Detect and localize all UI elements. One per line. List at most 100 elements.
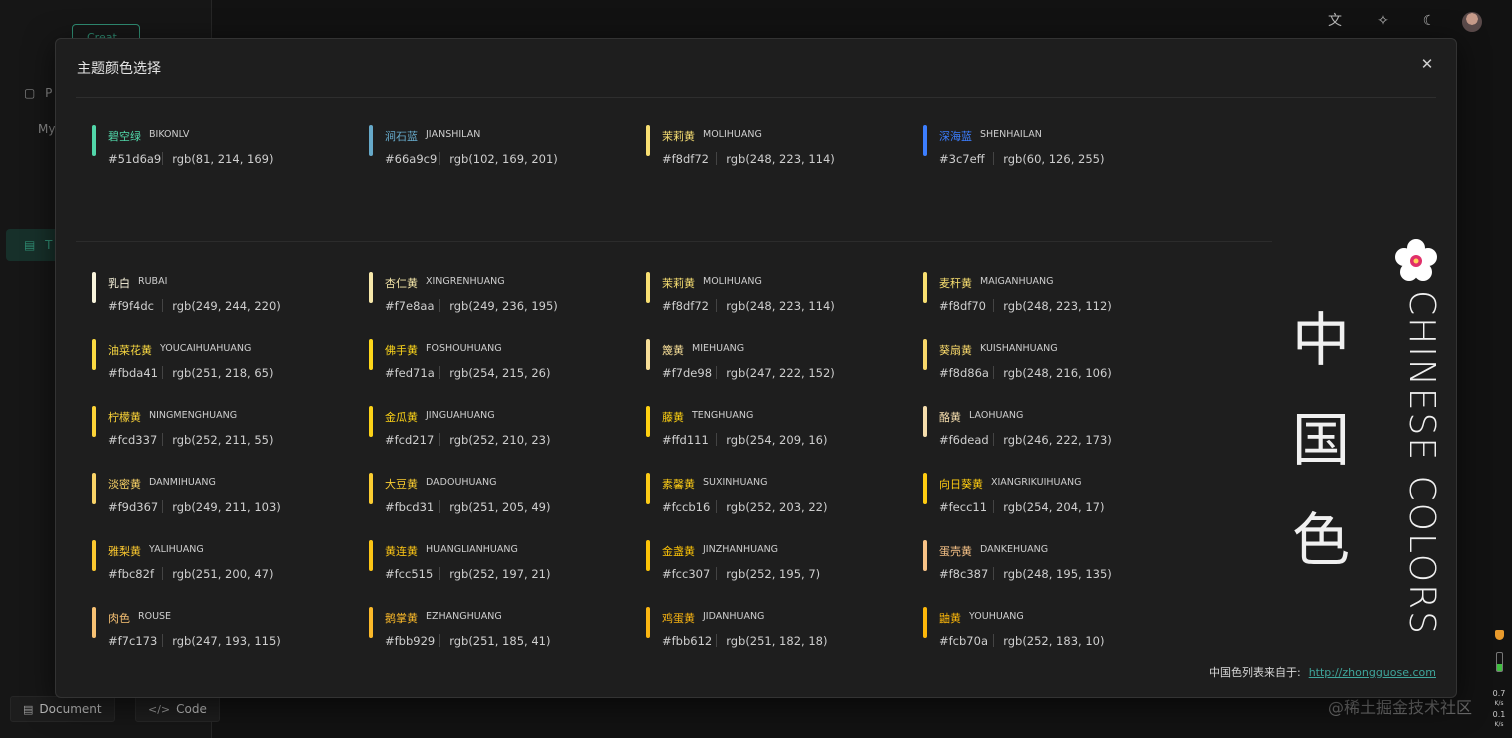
download-speed: 0.1 K/s: [1488, 710, 1510, 728]
color-card[interactable]: 乳白 RUBAI #f9f4dc rgb(249, 244, 220): [92, 272, 354, 332]
color-hex: #fcd217: [385, 433, 435, 447]
color-rgb: rgb(247, 222, 152): [726, 366, 835, 380]
color-hex: #fcd337: [108, 433, 158, 447]
download-speed-value: 0.1: [1492, 710, 1506, 719]
value-separator: [439, 152, 441, 165]
sidebar-item-t[interactable]: ▤ T: [24, 238, 53, 252]
color-swatch-bar: [923, 406, 927, 437]
color-hex: #fcc307: [662, 567, 711, 581]
color-card[interactable]: 向日葵黄 XIANGRIKUIHUANG #fecc11 rgb(254, 204, …: [923, 473, 1185, 533]
color-card[interactable]: 深海蓝 SHENHAILAN #3c7eff rgb(60, 126, 255): [923, 125, 1185, 185]
color-name-pinyin: KUISHANHUANG: [980, 343, 1058, 354]
translate-icon[interactable]: 文: [1328, 13, 1342, 29]
value-separator: [716, 500, 718, 513]
value-separator: [439, 634, 441, 647]
document-button[interactable]: ▤ Document: [10, 696, 115, 722]
color-hex: #fed71a: [385, 366, 435, 380]
side-title-en: CHINESE COLORS: [1401, 290, 1438, 636]
color-rgb: rgb(254, 204, 17): [1003, 500, 1105, 514]
color-card[interactable]: 肉色 ROUSE #f7c173 rgb(247, 193, 115): [92, 607, 354, 664]
color-hex: #f7e8aa: [385, 299, 435, 313]
color-card[interactable]: 鹅掌黄 EZHANGHUANG #fbb929 rgb(251, 185, 41): [369, 607, 631, 664]
color-hex: #fcc515: [385, 567, 434, 581]
color-card[interactable]: 黄连黄 HUANGLIANHUANG #fcc515 rgb(252, 197, 21…: [369, 540, 631, 600]
value-separator: [993, 500, 995, 513]
color-hex: #66a9c9: [385, 152, 438, 166]
color-swatch-bar: [923, 272, 927, 303]
color-hex: #f8d86a: [939, 366, 989, 380]
side-title-char: 国: [1291, 406, 1350, 474]
code-button-label: Code: [176, 702, 207, 716]
value-separator: [716, 433, 718, 446]
color-hex: #fecc11: [939, 500, 988, 514]
color-card[interactable]: 蛋壳黄 DANKEHUANG #f8c387 rgb(248, 195, 135): [923, 540, 1185, 600]
value-separator: [162, 299, 164, 312]
color-list[interactable]: 碧空绿 BIKONLV #51d6a9 rgb(81, 214, 169) 涧石蓝 JIA…: [76, 98, 1438, 664]
color-name-cn: 油菜花黄: [108, 344, 152, 357]
color-card[interactable]: 淡密黄 DANMIHUANG #f9d367 rgb(249, 211, 103): [92, 473, 354, 533]
code-icon: </>: [148, 703, 171, 716]
color-name-pinyin: DANMIHUANG: [149, 477, 216, 488]
color-card[interactable]: 素馨黄 SUXINHUANG #fccb16 rgb(252, 203, 22): [646, 473, 908, 533]
color-rgb: rgb(251, 185, 41): [449, 634, 551, 648]
color-card[interactable]: 篾黄 MIEHUANG #f7de98 rgb(247, 222, 152): [646, 339, 908, 399]
color-hex: #fbcd31: [385, 500, 435, 514]
color-card[interactable]: 佛手黄 FOSHOUHUANG #fed71a rgb(254, 215, 26): [369, 339, 631, 399]
color-card[interactable]: 藤黄 TENGHUANG #ffd111 rgb(254, 209, 16): [646, 406, 908, 466]
color-card[interactable]: 大豆黄 DADOUHUANG #fbcd31 rgb(251, 205, 49): [369, 473, 631, 533]
color-card[interactable]: 雅梨黄 YALIHUANG #fbc82f rgb(251, 200, 47): [92, 540, 354, 600]
close-icon[interactable]: ✕: [1420, 55, 1434, 73]
color-name-cn: 涧石蓝: [385, 130, 418, 143]
color-card[interactable]: 鸡蛋黄 JIDANHUANG #fbb612 rgb(251, 182, 18): [646, 607, 908, 664]
color-name-pinyin: MIEHUANG: [692, 343, 745, 354]
color-card[interactable]: 酪黄 LAOHUANG #f6dead rgb(246, 222, 173): [923, 406, 1185, 466]
color-rgb: rgb(247, 193, 115): [172, 634, 281, 648]
value-separator: [716, 366, 718, 379]
color-rgb: rgb(252, 195, 7): [726, 567, 821, 581]
color-hex: #ffd111: [662, 433, 709, 447]
code-button[interactable]: </> Code: [135, 696, 220, 722]
value-separator: [439, 366, 441, 379]
value-separator: [162, 500, 164, 513]
color-card[interactable]: 麦秆黄 MAIGANHUANG #f8df70 rgb(248, 223, 112): [923, 272, 1185, 332]
color-name-pinyin: MAIGANHUANG: [980, 276, 1054, 287]
sidebar-item-my[interactable]: My: [38, 122, 55, 136]
color-rgb: rgb(254, 209, 16): [726, 433, 828, 447]
color-rgb: rgb(249, 211, 103): [172, 500, 281, 514]
color-rgb: rgb(251, 218, 65): [172, 366, 274, 380]
color-swatch-bar: [923, 473, 927, 504]
sidebar-item-p[interactable]: ▢ P: [24, 86, 53, 100]
color-hex: #fccb16: [662, 500, 711, 514]
color-hex: #f8df72: [662, 299, 709, 313]
color-rgb: rgb(252, 197, 21): [449, 567, 551, 581]
magic-wand-icon[interactable]: ✧: [1377, 13, 1389, 29]
color-name-pinyin: XIANGRIKUIHUANG: [991, 477, 1082, 488]
color-card[interactable]: 涧石蓝 JIANSHILAN #66a9c9 rgb(102, 169, 201): [369, 125, 631, 185]
color-name-pinyin: SUXINHUANG: [703, 477, 768, 488]
color-rgb: rgb(251, 205, 49): [449, 500, 551, 514]
color-card[interactable]: 鼬黄 YOUHUANG #fcb70a rgb(252, 183, 10): [923, 607, 1185, 664]
color-card[interactable]: 碧空绿 BIKONLV #51d6a9 rgb(81, 214, 169): [92, 125, 354, 185]
source-link[interactable]: http://zhongguose.com: [1308, 666, 1436, 679]
color-rgb: rgb(252, 210, 23): [449, 433, 551, 447]
color-rgb: rgb(246, 222, 173): [1003, 433, 1112, 447]
color-name-cn: 深海蓝: [939, 130, 972, 143]
color-card[interactable]: 柠檬黄 NINGMENGHUANG #fcd337 rgb(252, 211, 55): [92, 406, 354, 466]
value-separator: [162, 152, 164, 165]
color-card[interactable]: 金瓜黄 JINGUAHUANG #fcd217 rgb(252, 210, 23): [369, 406, 631, 466]
moon-icon[interactable]: ☾: [1422, 13, 1436, 29]
color-name-cn: 葵扇黄: [939, 344, 972, 357]
color-card[interactable]: 油菜花黄 YOUCAIHUAHUANG #fbda41 rgb(251, 218, 6…: [92, 339, 354, 399]
color-card[interactable]: 茉莉黄 MOLIHUANG #f8df72 rgb(248, 223, 114): [646, 125, 908, 185]
battery-icon: [1488, 652, 1510, 674]
color-card[interactable]: 金盏黄 JINZHANHUANG #fcc307 rgb(252, 195, 7): [646, 540, 908, 600]
avatar[interactable]: [1462, 12, 1482, 32]
color-swatch-bar: [923, 339, 927, 370]
color-card[interactable]: 茉莉黄 MOLIHUANG #f8df72 rgb(248, 223, 114): [646, 272, 908, 332]
color-rgb: rgb(251, 200, 47): [172, 567, 274, 581]
value-separator: [993, 366, 995, 379]
color-card[interactable]: 杏仁黄 XINGRENHUANG #f7e8aa rgb(249, 236, 195): [369, 272, 631, 332]
value-separator: [716, 152, 718, 165]
color-rgb: rgb(248, 223, 112): [1003, 299, 1112, 313]
color-card[interactable]: 葵扇黄 KUISHANHUANG #f8d86a rgb(248, 216, 106): [923, 339, 1185, 399]
